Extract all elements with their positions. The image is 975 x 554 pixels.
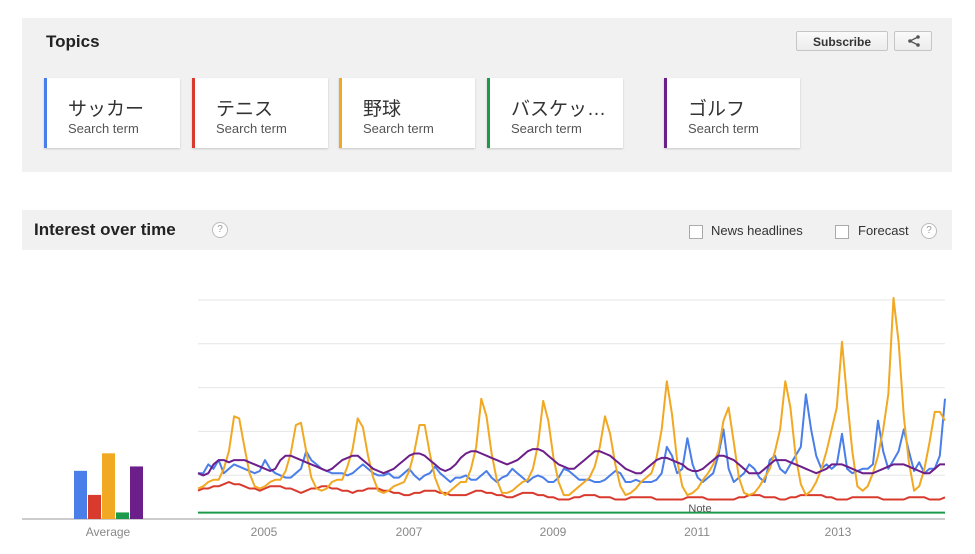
term-name: ゴルフ <box>688 99 746 120</box>
x-tick-label: 2005 <box>251 525 278 539</box>
term-type: Search term <box>688 121 759 136</box>
help-icon[interactable]: ? <box>212 222 228 238</box>
term-card-basketball[interactable]: バスケッ… Search term <box>487 78 623 148</box>
average-bar[interactable] <box>130 466 143 519</box>
topics-panel: Topics Subscribe サッカー Search term テニス Se… <box>22 18 952 172</box>
interest-title: Interest over time <box>34 220 176 239</box>
term-name: テニス <box>216 99 274 120</box>
term-card-tennis[interactable]: テニス Search term <box>192 78 328 148</box>
average-bar[interactable] <box>74 470 87 519</box>
term-card-soccer[interactable]: サッカー Search term <box>44 78 180 148</box>
forecast-label[interactable]: Forecast <box>858 223 909 238</box>
term-type: Search term <box>363 121 434 136</box>
share-icon <box>908 35 920 47</box>
forecast-help-icon[interactable]: ? <box>921 223 937 239</box>
interest-over-time-header: Interest over time ? News headlines Fore… <box>22 210 952 250</box>
term-name: サッカー <box>68 99 145 120</box>
average-bar[interactable] <box>116 512 129 519</box>
term-card-baseball[interactable]: 野球 Search term <box>339 78 475 148</box>
x-tick-label: 2013 <box>825 525 852 539</box>
series-line[interactable] <box>197 297 946 497</box>
news-headlines-label[interactable]: News headlines <box>711 223 803 238</box>
average-bar[interactable] <box>102 453 115 519</box>
news-headlines-checkbox[interactable] <box>689 225 703 239</box>
term-name: 野球 <box>363 99 402 120</box>
x-tick-label: 2009 <box>540 525 567 539</box>
share-button[interactable] <box>894 31 932 51</box>
x-tick-label: 2007 <box>396 525 423 539</box>
term-type: Search term <box>216 121 287 136</box>
term-type: Search term <box>511 121 582 136</box>
term-card-golf[interactable]: ゴルフ Search term <box>664 78 800 148</box>
subscribe-button[interactable]: Subscribe <box>796 31 888 51</box>
note-annotation[interactable]: Note <box>688 503 711 515</box>
average-bar[interactable] <box>88 494 101 519</box>
average-label: Average <box>86 525 131 539</box>
interest-chart: Average 2005 2007 2009 2011 2013 Note <box>22 297 946 539</box>
term-type: Search term <box>68 121 139 136</box>
series-line[interactable] <box>197 448 945 477</box>
term-name: バスケッ… <box>511 99 607 120</box>
forecast-checkbox[interactable] <box>835 225 849 239</box>
series-line[interactable] <box>197 481 946 501</box>
topics-title: Topics <box>46 32 100 51</box>
x-tick-label: 2011 <box>684 525 710 539</box>
